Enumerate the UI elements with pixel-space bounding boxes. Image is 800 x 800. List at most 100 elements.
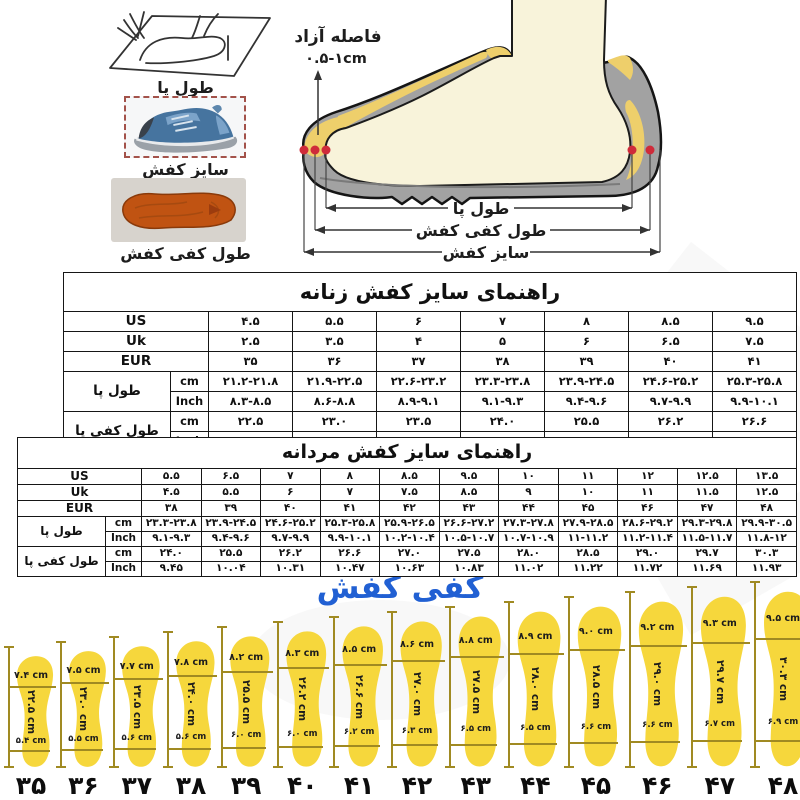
measure-cell: ۱۰.۲-۱۰.۴ xyxy=(379,531,440,547)
size-number: ۴۱ xyxy=(343,771,375,800)
measure-cell: ۲۴.۶-۲۵.۲ xyxy=(628,371,713,392)
size-cell: ۴۲ xyxy=(379,500,440,517)
measure-cell: ۹.۴۵ xyxy=(141,561,202,577)
toe-width-line xyxy=(755,638,800,641)
size-cell: ۳۹ xyxy=(200,500,262,517)
measure-cell: ۲۷.۹-۲۸.۵ xyxy=(557,516,619,532)
insole-shape xyxy=(764,591,800,767)
size-cell: ۱۱ xyxy=(617,484,678,501)
toe-width-label: ۷.۴ cm xyxy=(13,669,49,681)
insole-photo xyxy=(111,178,246,242)
size-number: ۴۷ xyxy=(704,771,735,800)
insole-shape xyxy=(342,626,384,767)
insole-item: ۹.۰ cm ۲۸.۵ cm ۶.۶ cm ۴۵ xyxy=(564,596,626,800)
heel-width-line xyxy=(569,741,618,744)
dim-foot-length-label: طول پا xyxy=(453,199,510,219)
measure-cell: ۲۶.۶ xyxy=(712,411,797,432)
heel-width-label: ۵.۵ cm xyxy=(68,734,99,745)
insole-shape xyxy=(701,596,747,767)
toe-width-label: ۸.۶ cm xyxy=(399,639,435,651)
heel-width-line xyxy=(391,744,438,747)
size-number: ۳۹ xyxy=(230,771,262,800)
insole-shape xyxy=(578,606,622,767)
measure-cell: ۲۵.۳-۲۵.۸ xyxy=(319,516,381,532)
heel-width-line xyxy=(277,745,323,748)
size-cell: ۴۷ xyxy=(676,500,738,517)
length-measure-line xyxy=(687,586,698,768)
length-label: ۲۲.۵ cm xyxy=(25,689,37,734)
size-cell: ۴.۵ xyxy=(208,311,293,332)
measure-cell: ۲۴.۰ xyxy=(460,411,545,432)
size-cell: ۱۰ xyxy=(498,468,559,485)
measure-cell: ۹.۹-۱۰.۱ xyxy=(712,391,797,412)
unit-label: Inch xyxy=(105,531,142,547)
size-cell: ۱۱ xyxy=(557,468,619,485)
unit-label: cm xyxy=(105,546,142,562)
size-cell: ۹ xyxy=(498,484,559,501)
measure-cell: ۲۳.۵ xyxy=(376,411,461,432)
measure-cell: ۲۹.۷ xyxy=(676,546,738,562)
table-title: راهنمای سایز کفش زنانه xyxy=(63,272,797,312)
row-label: طول پا xyxy=(17,516,106,547)
size-number: ۴۶ xyxy=(642,771,673,800)
size-cell: ۱۳.۵ xyxy=(736,468,797,485)
row-label: Uk xyxy=(63,331,209,352)
toe-width-line xyxy=(391,660,446,662)
insole-shape xyxy=(639,601,684,767)
size-cell: ۷ xyxy=(460,311,545,332)
heel-width-label: ۶.۶ cm xyxy=(642,720,673,731)
toe-width-line xyxy=(334,663,387,666)
toe-width-line xyxy=(692,641,751,644)
table-title: راهنمای سایز کفش مردانه xyxy=(17,437,797,469)
size-cell: ۴.۵ xyxy=(141,484,202,501)
fit-point-dots xyxy=(299,145,655,155)
measure-cell: ۲۳.۳-۲۳.۸ xyxy=(460,371,545,392)
row-label: طول کفی پا xyxy=(17,546,106,577)
length-label: ۲۷.۵ cm xyxy=(469,669,482,714)
toe-width-label: ۸.۲ cm xyxy=(229,652,264,664)
measure-cell: ۱۰.۰۴ xyxy=(200,561,262,577)
size-cell: ۷ xyxy=(260,468,321,485)
row-label: US xyxy=(17,468,142,485)
size-cell: ۵.۵ xyxy=(292,311,377,332)
measure-cell: ۹.۷-۹.۹ xyxy=(628,391,713,412)
size-cell: ۲.۵ xyxy=(208,331,293,352)
row-label: EUR xyxy=(63,351,209,372)
toe-width-line xyxy=(9,685,56,688)
measure-cell: ۲۹.۰ xyxy=(617,546,678,562)
insole-shape xyxy=(230,636,270,767)
heel-width-label: ۵.۴ cm xyxy=(15,735,47,746)
measure-cell: ۲۸.۵ xyxy=(557,546,619,562)
insole-shape xyxy=(518,611,561,767)
measure-cell: ۱۱-۱۱.۲ xyxy=(557,531,619,547)
heel-width-label: ۶.۲ cm xyxy=(343,727,375,738)
size-cell: ۶.۵ xyxy=(200,468,262,485)
length-label: ۳۰.۳ cm xyxy=(776,656,789,702)
measure-cell: ۲۶.۶ xyxy=(319,546,381,562)
measure-cell: ۲۳.۹-۲۴.۵ xyxy=(200,516,262,532)
insole-item: ۷.۷ cm ۲۳.۵ cm ۵.۶ cm ۳۷ xyxy=(108,636,164,800)
size-cell: ۱۱.۵ xyxy=(676,484,738,501)
size-cell: ۷ xyxy=(319,484,381,501)
toe-width-label: ۸.۳ cm xyxy=(285,647,320,659)
length-label: ۲۵.۵ cm xyxy=(240,679,253,724)
measure-cell: ۱۱.۵-۱۱.۷ xyxy=(676,531,738,547)
measure-cell: ۲۸.۰ xyxy=(498,546,559,562)
length-measure-line xyxy=(4,646,14,768)
size-cell: ۴۱ xyxy=(712,351,797,372)
toe-width-line xyxy=(277,667,330,670)
size-number: ۳۵ xyxy=(15,771,47,800)
measure-cell: ۲۴.۰ xyxy=(141,546,202,562)
heel-width-label: ۶.۳ cm xyxy=(401,725,433,736)
measure-cell: ۲۶.۶-۲۷.۲ xyxy=(438,516,500,532)
size-cell: ۳۷ xyxy=(376,351,461,372)
toe-width-line xyxy=(113,678,163,681)
size-cell: ۵.۵ xyxy=(200,484,262,501)
lining-gap xyxy=(304,46,645,180)
dim-shoe-size-label: سایز کفش xyxy=(443,243,530,262)
insole-item: ۹.۳ cm ۲۹.۷ cm ۶.۷ cm ۴۷ xyxy=(687,586,751,800)
length-label: ۲۳.۵ cm xyxy=(130,684,143,729)
insole-item: ۹.۵ cm ۳۰.۳ cm ۶.۹ cm ۴۸ xyxy=(750,581,800,800)
toe-width-label: ۸.۸ cm xyxy=(458,634,493,646)
